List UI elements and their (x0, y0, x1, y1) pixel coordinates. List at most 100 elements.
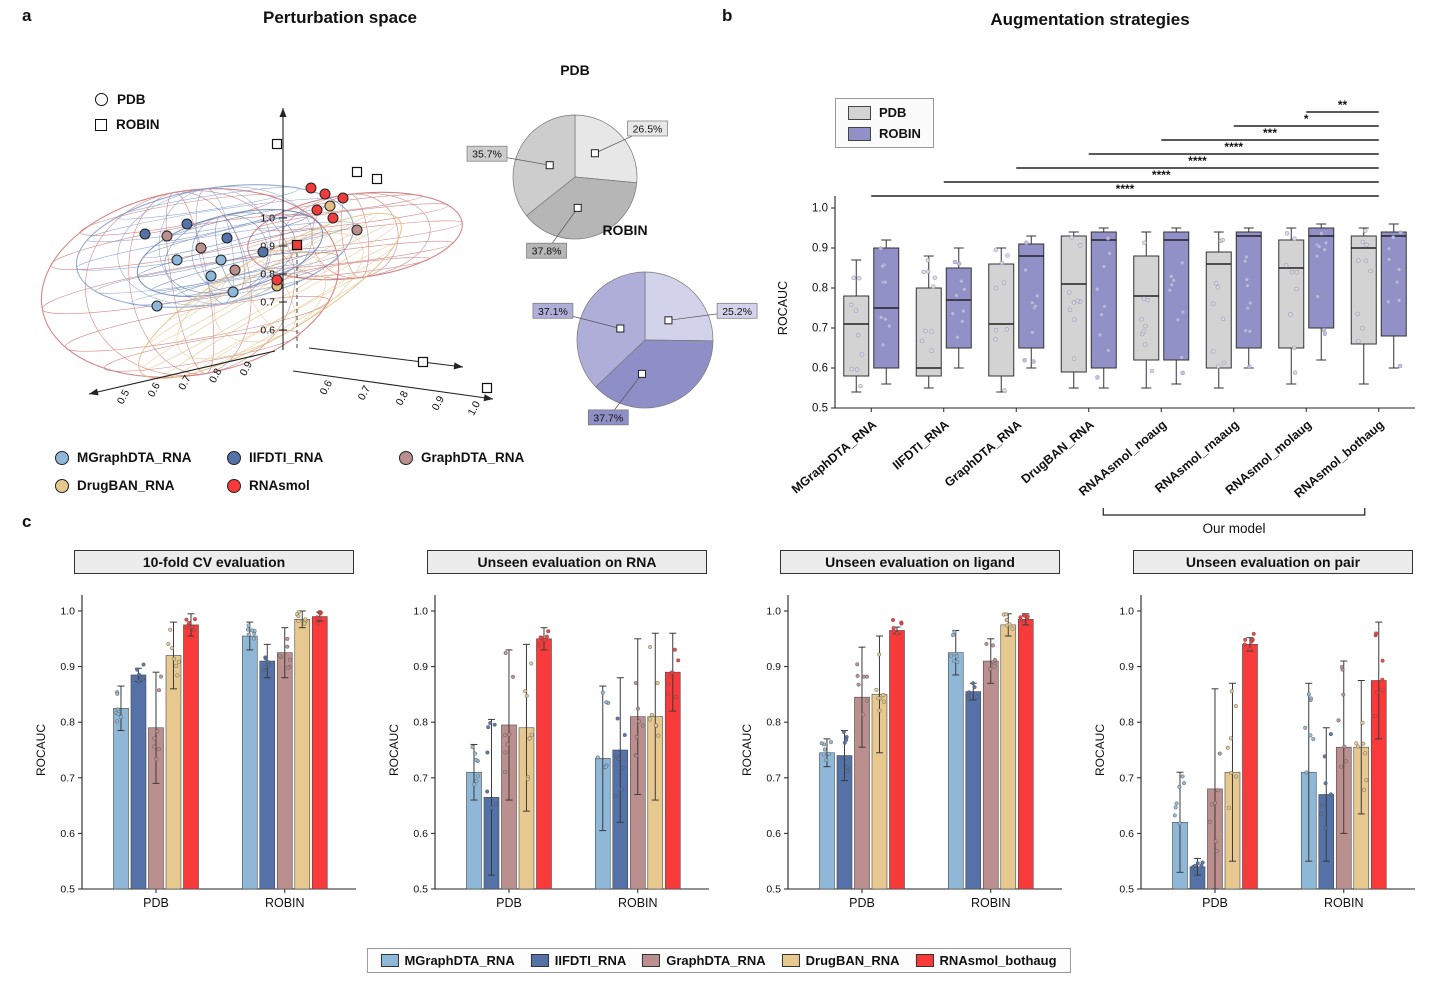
subplot-cv: 10-fold CV evaluation 0.5 0.6 0.7 0.8 0.9 1.0… (32, 550, 372, 952)
svg-text:0.7: 0.7 (356, 384, 374, 403)
subplot-pair: Unseen evaluation on pair 0.5 0.6 0.7 0.8 0.… (1091, 550, 1431, 952)
subplot-ligand-title: Unseen evaluation on ligand (780, 550, 1060, 574)
svg-text:0.7: 0.7 (413, 772, 428, 784)
subplot-pair-title: Unseen evaluation on pair (1133, 550, 1413, 574)
svg-text:ROCAUC: ROCAUC (776, 281, 790, 335)
svg-text:0.9: 0.9 (413, 661, 428, 673)
svg-text:***: *** (1263, 126, 1277, 140)
svg-text:IIFDTI_RNA: IIFDTI_RNA (890, 418, 952, 473)
svg-text:25.2%: 25.2% (722, 306, 752, 318)
model-dot-icon (399, 450, 413, 465)
svg-text:PDB: PDB (1202, 896, 1228, 910)
marker-legend-label: PDB (117, 92, 146, 107)
svg-text:****: **** (1116, 182, 1135, 196)
panel-b-label: b (722, 6, 733, 25)
pdb-robin-marker-legend: PDB ROBIN (95, 92, 160, 132)
svg-text:0.5: 0.5 (1119, 884, 1134, 896)
model-legend-label: GraphDTA_RNA (421, 450, 525, 465)
legend-swatch-icon (642, 954, 661, 967)
pie-chart-pdb: 26.5% 37.8% 35.7% (466, 114, 668, 259)
svg-text:0.5: 0.5 (812, 403, 828, 415)
model-legend-item-rnasmol: RNAsmol (227, 478, 399, 493)
svg-text:0.6: 0.6 (766, 828, 781, 840)
legend-swatch-icon (781, 954, 800, 967)
legend-swatch-icon (848, 126, 871, 141)
svg-text:0.8: 0.8 (413, 717, 428, 729)
boxplot-legend-item-pdb: PDB (848, 105, 921, 120)
svg-text:ROCAUC: ROCAUC (740, 724, 754, 776)
svg-text:0.8: 0.8 (207, 366, 225, 385)
svg-text:1.0: 1.0 (766, 606, 781, 618)
panel-a-title: Perturbation space (263, 8, 417, 27)
pie-pdb-title: PDB (560, 62, 590, 78)
svg-text:0.7: 0.7 (60, 772, 75, 784)
svg-text:1.0: 1.0 (413, 606, 428, 618)
bar-legend-label: GraphDTA_RNA (666, 953, 766, 968)
model-dot-icon (227, 478, 241, 493)
circle-marker-icon (95, 93, 108, 106)
svg-text:0.8: 0.8 (766, 717, 781, 729)
svg-text:0.6: 0.6 (318, 378, 336, 397)
model-dot-icon (55, 478, 69, 493)
svg-text:0.8: 0.8 (1119, 717, 1134, 729)
legend-swatch-icon (380, 954, 399, 967)
svg-text:0.5: 0.5 (115, 388, 133, 407)
svg-text:0.6: 0.6 (812, 363, 828, 375)
bar-chart-ligand: 0.5 0.6 0.7 0.8 0.9 1.0 ROCAUC PDB ROBIN (740, 595, 1062, 910)
svg-text:DrugBAN_RNA: DrugBAN_RNA (1019, 418, 1097, 487)
subplot-rna-title: Unseen evaluation on RNA (427, 550, 707, 574)
model-legend: MGraphDTA_RNA IIFDTI_RNA GraphDTA_RNA DrugB… (55, 450, 571, 493)
svg-text:0.6: 0.6 (413, 828, 428, 840)
model-legend-item-mgraphdta_rna: MGraphDTA_RNA (55, 450, 227, 465)
subplot-rna: Unseen evaluation on RNA 0.5 0.6 0.7 0.8 0.9… (385, 550, 725, 952)
bar-chart-pair: 0.5 0.6 0.7 0.8 0.9 1.0 ROCAUC PDB ROBIN (1093, 595, 1415, 910)
svg-text:PDB: PDB (496, 896, 522, 910)
model-legend-label: RNAsmol (249, 478, 310, 493)
svg-text:0.5: 0.5 (60, 884, 75, 896)
svg-text:0.9: 0.9 (60, 661, 75, 673)
svg-text:0.7: 0.7 (260, 297, 275, 309)
svg-text:ROCAUC: ROCAUC (387, 724, 401, 776)
bar-legend-label: DrugBAN_RNA (805, 953, 900, 968)
model-legend-row: MGraphDTA_RNA IIFDTI_RNA GraphDTA_RNA (55, 450, 571, 465)
marker-legend-item-robin: ROBIN (95, 117, 160, 132)
panel-a-label: a (22, 6, 32, 25)
marker-legend-label: ROBIN (116, 117, 160, 132)
square-marker-icon (95, 118, 107, 131)
bar-chart-cv: 0.5 0.6 0.7 0.8 0.9 1.0 ROCAUC PDB ROBIN (34, 595, 356, 910)
svg-text:0.5: 0.5 (766, 884, 781, 896)
svg-text:0.7: 0.7 (1119, 772, 1134, 784)
svg-text:0.7: 0.7 (766, 772, 781, 784)
model-legend-label: DrugBAN_RNA (77, 478, 175, 493)
svg-text:0.5: 0.5 (413, 884, 428, 896)
svg-text:**: ** (1338, 98, 1348, 112)
model-legend-item-graphdta_rna: GraphDTA_RNA (399, 450, 571, 465)
svg-text:0.9: 0.9 (766, 661, 781, 673)
model-dot-icon (55, 450, 69, 465)
svg-text:ROCAUC: ROCAUC (34, 724, 48, 776)
svg-text:0.6: 0.6 (60, 828, 75, 840)
svg-text:ROBIN: ROBIN (618, 896, 658, 910)
svg-text:PDB: PDB (143, 896, 169, 910)
svg-text:26.5%: 26.5% (633, 123, 663, 135)
model-legend-item-iifdti_rna: IIFDTI_RNA (227, 450, 399, 465)
legend-swatch-icon (530, 954, 549, 967)
svg-text:MGraphDTA_RNA: MGraphDTA_RNA (789, 418, 879, 497)
svg-text:*: * (1304, 112, 1309, 126)
svg-text:1.0: 1.0 (1119, 606, 1134, 618)
svg-text:ROCAUC: ROCAUC (1093, 724, 1107, 776)
model-dot-icon (227, 450, 241, 465)
panel-c-label: c (22, 512, 32, 531)
svg-text:35.7%: 35.7% (472, 149, 502, 161)
augmentation-boxplot: 0.5 0.6 0.7 0.8 0.9 1.0 ROCAUC MGraphDTA_RNA IIF… (776, 98, 1415, 536)
boxplot-legend-label: ROBIN (879, 126, 921, 141)
svg-text:ROBIN: ROBIN (971, 896, 1011, 910)
svg-text:37.7%: 37.7% (593, 412, 623, 424)
subplot-ligand: Unseen evaluation on ligand 0.5 0.6 0.7 0.8… (738, 550, 1078, 952)
boxplot-legend: PDB ROBIN (835, 98, 934, 148)
svg-text:1.0: 1.0 (812, 203, 828, 215)
bar-legend-item-mgraphdta_rna: MGraphDTA_RNA (380, 953, 515, 968)
svg-text:****: **** (1224, 140, 1243, 154)
bar-legend-label: MGraphDTA_RNA (404, 953, 515, 968)
